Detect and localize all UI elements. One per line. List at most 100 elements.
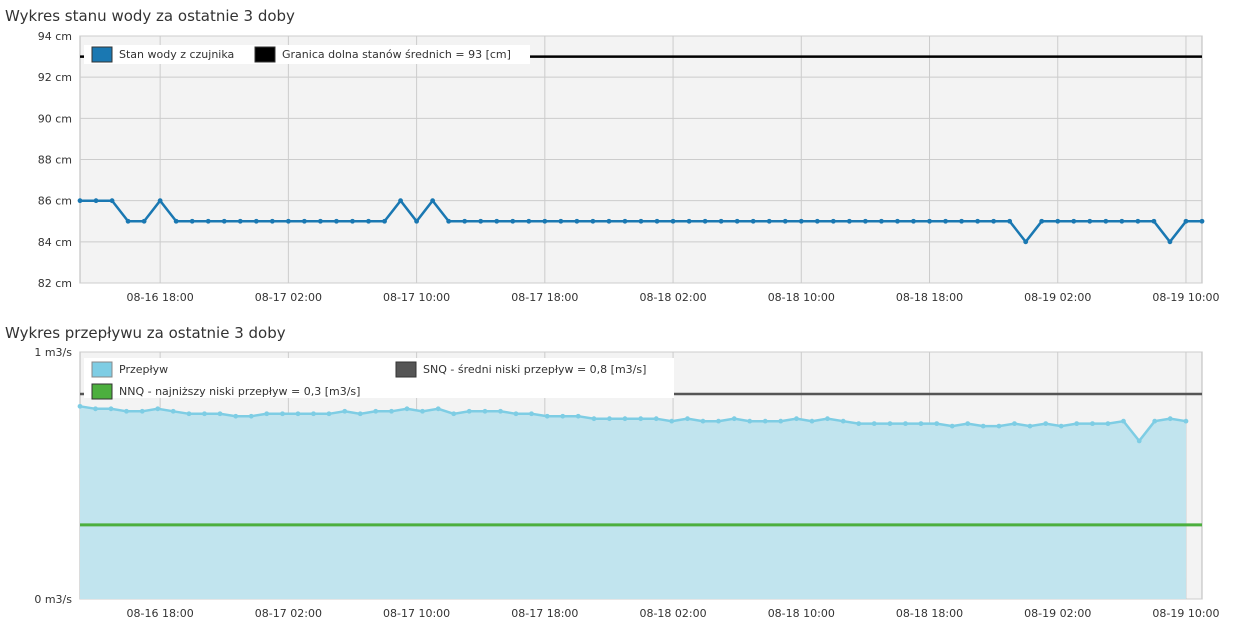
water-level-chart-title: Wykres stanu wody za ostatnie 3 doby: [5, 7, 295, 25]
water-level-point: [782, 218, 788, 224]
flow-point: [1136, 438, 1142, 444]
flow-point: [389, 408, 394, 414]
flow-point: [404, 406, 410, 412]
flow-point: [77, 403, 83, 409]
water-level-chart: 82 cm 84 cm 86 cm 88 cm 90 cm 92 cm 94 cm 08-16…: [38, 30, 1220, 304]
water-level-point: [462, 218, 468, 224]
flow-point: [1058, 423, 1064, 429]
legend-label: Granica dolna stanów średnich = 93 [cm]: [282, 48, 511, 61]
x-tick-label: 08-19 10:00: [1152, 291, 1219, 304]
y-tick-label: 1 m3/s: [34, 346, 72, 359]
water-level-point: [478, 218, 484, 224]
flow-point: [139, 408, 145, 414]
x-tick-label: 08-17 10:00: [383, 291, 450, 304]
flow-point: [1183, 418, 1189, 424]
legend-label: NNQ - najniższy niski przepływ = 0,3 [m3…: [119, 385, 360, 398]
flow-line: [79, 405, 1187, 443]
flow-point: [856, 421, 862, 427]
flow-point: [498, 408, 503, 414]
water-level-point: [398, 198, 403, 204]
flow-point: [420, 408, 425, 414]
water-level-point: [750, 218, 756, 224]
water-level-point: [638, 218, 644, 224]
flow-point: [918, 421, 924, 427]
flow-point: [1027, 423, 1033, 429]
flow-point: [575, 413, 581, 419]
water-level-point: [125, 218, 131, 224]
legend-swatch: [91, 361, 113, 378]
legend: Przepływ SNQ - średni niski przepływ = 0,…: [84, 358, 674, 400]
legend-swatch: [91, 46, 113, 63]
flow-point: [1043, 421, 1049, 427]
water-level-point: [686, 218, 692, 224]
x-tick-label: 08-19 02:00: [1024, 291, 1091, 304]
flow-point: [653, 416, 659, 422]
flow-point: [1090, 421, 1095, 427]
x-tick-label: 08-17 10:00: [383, 607, 450, 620]
water-level-point: [670, 218, 676, 224]
water-level-point: [1119, 218, 1125, 224]
water-level-point: [959, 218, 964, 224]
flow-point: [887, 421, 893, 427]
flow-area: [80, 406, 1186, 599]
y-tick-label: 82 cm: [38, 277, 72, 290]
x-tick-label: 08-19 02:00: [1024, 607, 1091, 620]
water-level-point: [318, 218, 323, 224]
x-tick-label: 08-16 18:00: [127, 291, 194, 304]
x-tick-label: 08-18 02:00: [639, 291, 706, 304]
y-tick-label: 94 cm: [38, 30, 72, 43]
water-level-point: [526, 218, 532, 224]
water-level-point: [558, 218, 564, 224]
water-level-point: [269, 218, 275, 224]
flow-point: [451, 411, 457, 417]
flow-point: [124, 408, 129, 414]
flow-point: [155, 406, 161, 412]
water-level-point: [895, 218, 900, 224]
flow-point: [342, 408, 348, 414]
flow-point: [544, 413, 550, 419]
water-level-point: [302, 218, 307, 224]
flow-point: [326, 411, 332, 417]
legend-swatch: [91, 383, 113, 400]
flow-point: [264, 411, 270, 417]
legend-swatch: [395, 361, 417, 378]
x-tick-label: 08-17 18:00: [511, 291, 578, 304]
flow-point: [1152, 418, 1158, 424]
water-level-point: [991, 218, 997, 224]
flow-point: [482, 408, 488, 414]
legend-background: [84, 358, 674, 398]
water-level-point: [414, 218, 419, 224]
flow-point: [93, 406, 98, 412]
water-level-point: [734, 218, 740, 224]
water-level-point: [1055, 218, 1061, 224]
water-level-point: [109, 198, 115, 204]
water-level-point: [366, 218, 371, 224]
legend: Stan wody z czujnika Granica dolna stanów…: [84, 45, 530, 64]
water-level-point: [863, 218, 868, 224]
flow-point: [233, 413, 239, 419]
water-level-point: [93, 198, 99, 204]
water-level-point: [798, 218, 804, 224]
flow-point: [357, 411, 363, 417]
water-level-point: [1183, 218, 1189, 224]
water-level-point: [141, 218, 147, 224]
water-level-point: [1151, 218, 1157, 224]
flow-point: [638, 416, 644, 422]
water-level-point: [1199, 218, 1205, 224]
water-level-point: [189, 218, 195, 224]
flow-point: [295, 411, 301, 417]
water-level-point: [622, 218, 628, 224]
water-level-point: [542, 218, 548, 224]
water-level-point: [830, 218, 836, 224]
flow-point: [1074, 421, 1080, 427]
water-level-point: [1071, 218, 1077, 224]
flow-point: [809, 418, 815, 424]
x-tick-label: 08-17 18:00: [511, 607, 578, 620]
flow-point: [373, 408, 379, 414]
flow-point: [591, 416, 597, 422]
water-level-point: [510, 218, 516, 224]
legend-label: Przepływ: [119, 363, 168, 376]
x-tick-label: 08-17 02:00: [255, 607, 322, 620]
water-level-point: [702, 218, 708, 224]
